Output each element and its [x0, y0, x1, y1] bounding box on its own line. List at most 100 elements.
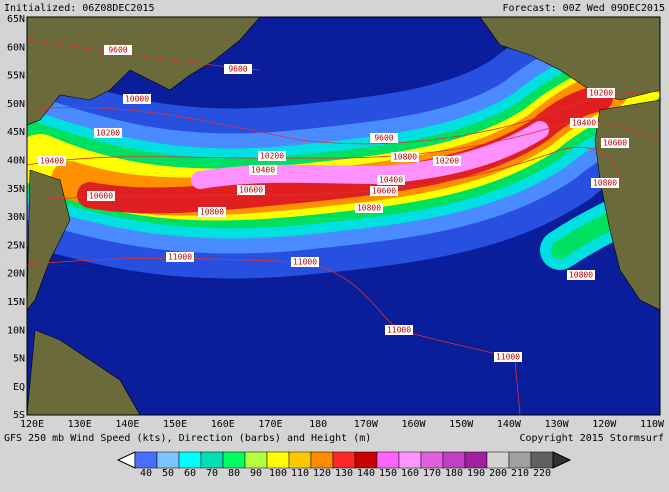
lat-label: 55N	[7, 71, 25, 82]
contour-label-box	[94, 128, 122, 138]
contour-label: 10800	[357, 204, 381, 213]
contour-label-box	[258, 151, 286, 161]
contour-label-box	[370, 186, 398, 196]
colorbar-label: 220	[533, 468, 551, 479]
contour-labels: 9600 9600 10000 10200 9600 10200 10400 10800 102…	[38, 45, 629, 362]
colorbar-label: 150	[379, 468, 397, 479]
colorbar-swatch	[486, 451, 510, 469]
colorbar-swatch	[530, 451, 554, 469]
contour-label: 10200	[260, 152, 284, 161]
lon-label: 130E	[68, 419, 92, 430]
lon-label: 170W	[354, 419, 379, 430]
contour-label: 10600	[372, 187, 396, 196]
contour-label: 9600	[228, 65, 247, 74]
contour-label-box	[224, 64, 252, 74]
contour-label: 10800	[569, 271, 593, 280]
colorbar-swatch	[398, 451, 422, 469]
lat-label: 65N	[7, 14, 25, 25]
contour-label-box	[385, 325, 413, 335]
contour-label-box	[198, 207, 226, 217]
colorbar-swatch	[200, 451, 224, 469]
contour-label-box	[591, 178, 619, 188]
colorbar-label: 140	[357, 468, 375, 479]
colorbar-swatch	[354, 451, 378, 469]
contour-label-box	[570, 118, 598, 128]
contour-label: 11000	[496, 353, 520, 362]
lat-label: 60N	[7, 42, 25, 53]
map-layers: 9600 9600 10000 10200 9600 10200 10400 10800 102…	[27, 17, 660, 415]
contour-label-box	[249, 165, 277, 175]
lon-label: 160W	[401, 419, 426, 430]
lon-label: 120W	[592, 419, 617, 430]
lat-label: 20N	[7, 269, 25, 280]
lon-label: 150W	[449, 419, 474, 430]
contour-label: 11000	[168, 253, 192, 262]
contour-label: 10600	[239, 186, 263, 195]
lon-label: 160E	[211, 419, 235, 430]
colorbar-swatch	[508, 451, 532, 469]
lat-label: 35N	[7, 184, 25, 195]
contour-label: 10600	[603, 139, 627, 148]
copyright: Copyright 2015 Stormsurf	[520, 433, 665, 444]
colorbar-label: 110	[291, 468, 309, 479]
lat-label: 5S	[13, 410, 25, 421]
map: 9600 9600 10000 10200 9600 10200 10400 10800 102…	[26, 16, 661, 416]
lat-label: 45N	[7, 127, 25, 138]
contour-label: 10200	[96, 129, 120, 138]
lon-label: 120E	[20, 419, 44, 430]
contour-label: 10200	[589, 89, 613, 98]
contour-label-box	[87, 191, 115, 201]
contour-label: 10600	[89, 192, 113, 201]
contour-label-box	[166, 252, 194, 262]
contour-label: 10000	[125, 95, 149, 104]
colorbar-swatch	[156, 451, 180, 469]
contour-label-box	[494, 352, 522, 362]
colorbar-label: 100	[269, 468, 287, 479]
colorbar-label: 70	[206, 468, 218, 479]
lat-label: 40N	[7, 156, 25, 167]
contour-label: 10800	[200, 208, 224, 217]
lon-label: 110W	[640, 419, 665, 430]
contour-label-box	[38, 156, 66, 166]
contour-label: 11000	[387, 326, 411, 335]
lon-label: 140W	[497, 419, 522, 430]
lat-label: EQ	[13, 382, 25, 393]
lon-label: 140E	[115, 419, 139, 430]
lat-label: 50N	[7, 99, 25, 110]
description: GFS 250 mb Wind Speed (kts), Direction (…	[4, 433, 371, 444]
map-border	[26, 16, 661, 416]
colorbar-swatch	[310, 451, 334, 469]
colorbar: 40 50 60 70 80 90 100 110 120 130 140 150 160 170 180 1…	[134, 451, 572, 479]
colorbar-label: 50	[162, 468, 174, 479]
lon-label: 170E	[258, 419, 282, 430]
colorbar-swatch	[442, 451, 466, 469]
contour-label: 10400	[40, 157, 64, 166]
colorbar-label: 80	[228, 468, 240, 479]
contour-label-box	[391, 152, 419, 162]
contour-label-box	[123, 94, 151, 104]
colorbar-label: 160	[401, 468, 419, 479]
lat-label: 5N	[13, 354, 25, 365]
colorbar-label: 200	[489, 468, 507, 479]
colorbar-label: 90	[250, 468, 262, 479]
latitude-labels: 65N 60N 55N 50N 45N 40N 35N 30N 25N 20N 15N 10N 5N EQ…	[7, 14, 25, 421]
contour-label: 10800	[393, 153, 417, 162]
colorbar-label: 210	[511, 468, 529, 479]
longitude-labels: 120E 130E 140E 150E 160E 170E 180 170W 160W 150W 1…	[20, 419, 665, 430]
lat-label: 25N	[7, 240, 25, 251]
contour-label-box	[433, 156, 461, 166]
lat-label: 10N	[7, 325, 25, 336]
lat-label: 30N	[7, 212, 25, 223]
colorbar-right-arrow	[552, 451, 572, 469]
contour-label: 10800	[593, 179, 617, 188]
contour-label-box	[370, 133, 398, 143]
contour-label: 9600	[374, 134, 393, 143]
colorbar-swatch	[134, 451, 158, 469]
contour-label: 11000	[293, 258, 317, 267]
colorbar-swatch	[178, 451, 202, 469]
contour-label-box	[355, 203, 383, 213]
initialized: Initialized: 06Z08DEC2015	[4, 3, 155, 14]
lon-label: 180	[309, 419, 327, 430]
contour-label: 10200	[435, 157, 459, 166]
